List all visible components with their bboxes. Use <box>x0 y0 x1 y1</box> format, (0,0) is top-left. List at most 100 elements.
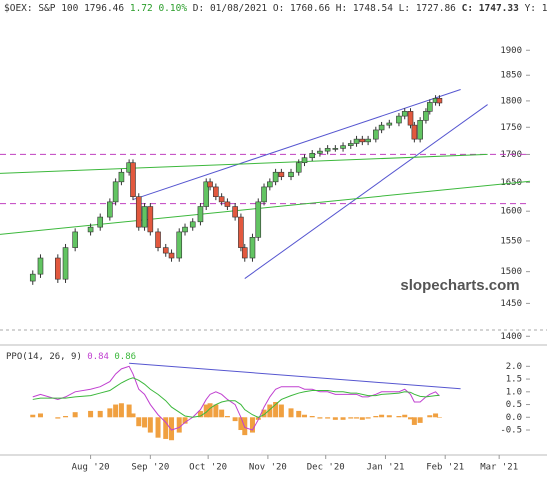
candle-body <box>162 247 169 254</box>
histogram-bar <box>325 417 331 419</box>
candle-body <box>288 171 294 178</box>
y-tick-label: 1550 <box>500 236 522 246</box>
candle-body <box>423 111 429 121</box>
histogram-bar <box>273 401 279 418</box>
candle-body <box>249 237 256 259</box>
ppo-label: PPO(14, 26, 9) <box>6 352 82 362</box>
candle-body <box>141 206 148 228</box>
histogram-bar <box>130 413 136 418</box>
trend-line <box>132 89 461 201</box>
histogram-bar <box>63 416 69 418</box>
histogram-bar <box>427 415 433 418</box>
y-tick-label: -0.5 <box>500 426 522 436</box>
candle-body <box>72 231 78 248</box>
histogram-bar <box>213 404 219 418</box>
histogram-bar <box>88 410 94 418</box>
histogram-bar <box>302 414 308 418</box>
histogram-bar <box>433 413 439 418</box>
x-tick-label: Aug '20 <box>72 463 110 473</box>
candle-body <box>436 97 443 104</box>
histogram-bar <box>118 403 124 418</box>
candle-body <box>241 247 248 259</box>
candle-body <box>340 145 346 149</box>
histogram-bar <box>340 417 346 420</box>
candle-body <box>359 138 366 143</box>
x-tick-label: Sep '20 <box>131 463 169 473</box>
indicator-line <box>32 377 440 418</box>
candle-body <box>112 181 119 203</box>
candle-body <box>365 138 371 143</box>
y-tick-label: 1450 <box>500 299 522 309</box>
candle-body <box>62 247 69 280</box>
histogram-bar <box>278 404 284 418</box>
histogram-bar <box>155 417 161 438</box>
candle-body <box>189 221 196 228</box>
histogram-bar <box>365 417 371 419</box>
candle-body <box>168 252 175 259</box>
candle-body <box>426 102 433 112</box>
header-change: 1.72 0.10% <box>130 3 187 14</box>
signal-value: 0.86 <box>114 352 136 362</box>
y-tick-label: 0.5 <box>506 400 522 410</box>
candle-body <box>107 201 113 218</box>
trend-line <box>0 153 488 174</box>
header: $OEX: S&P 100 1796.46 1.72 0.10% D: 01/0… <box>4 3 547 14</box>
histogram-bar <box>332 417 338 420</box>
histogram-bar <box>72 412 78 418</box>
candle-body <box>182 226 188 233</box>
candle-body <box>353 138 360 144</box>
histogram-bar <box>169 417 175 441</box>
candle-body <box>207 181 213 188</box>
x-tick-label: Dec '20 <box>307 463 345 473</box>
trend-line <box>244 104 488 279</box>
histogram-bar <box>232 417 238 422</box>
candle-body <box>255 201 262 238</box>
histogram-bar <box>436 417 442 418</box>
x-tick-label: Jan '21 <box>366 463 404 473</box>
candle-body <box>278 171 285 178</box>
watermark: slopecharts.com <box>400 277 519 294</box>
candle-body <box>373 129 379 140</box>
histogram-bar <box>126 404 132 418</box>
candle-body <box>324 148 331 152</box>
histogram-bar <box>176 417 182 433</box>
candle-body <box>407 111 414 126</box>
candle-body <box>176 231 183 259</box>
histogram-bar <box>411 417 417 425</box>
candle-body <box>55 257 61 280</box>
y-tick-label: 1.0 <box>506 387 522 397</box>
candle-body <box>295 162 302 173</box>
candle-body <box>232 206 238 218</box>
histogram-bar <box>359 417 365 420</box>
histogram-bar <box>255 417 261 420</box>
y-tick-label: 1850 <box>500 71 522 81</box>
y-tick-label: 1.5 <box>506 375 522 385</box>
histogram-bar <box>55 417 61 419</box>
histogram-bar <box>379 414 385 418</box>
histogram-bar <box>224 416 230 418</box>
histogram-bar <box>288 408 294 418</box>
histogram-bar <box>354 417 360 419</box>
x-tick-label: Feb '21 <box>426 463 464 473</box>
histogram-bar <box>296 410 302 418</box>
histogram-bar <box>417 417 423 423</box>
histogram-bar <box>163 417 169 439</box>
histogram-bar <box>37 413 43 418</box>
histogram-bar <box>30 414 36 418</box>
histogram-bar <box>238 417 244 431</box>
candle-body <box>118 171 125 183</box>
candle-body <box>155 231 161 248</box>
histogram-bar <box>136 417 142 427</box>
histogram-bar <box>267 404 273 418</box>
histogram-bar <box>309 416 315 418</box>
histogram-bar <box>207 403 213 418</box>
y-tick-label: 1400 <box>500 332 522 342</box>
histogram-bar <box>197 410 203 418</box>
histogram-bar <box>317 417 323 419</box>
histogram-bar <box>408 417 414 420</box>
y-tick-label: 1900 <box>500 46 522 56</box>
histogram-bar <box>203 404 209 418</box>
candle-body <box>396 115 402 124</box>
header-year: Y: 1865.27 <box>525 3 547 14</box>
histogram-bar <box>182 417 188 424</box>
